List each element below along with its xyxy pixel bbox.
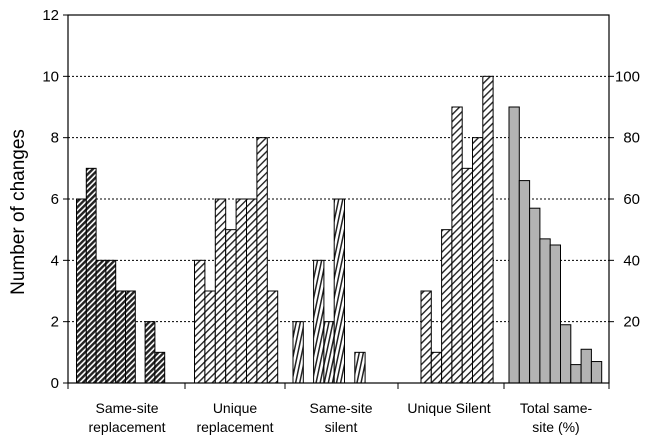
- bar: [313, 259, 325, 384]
- category-label-line: Unique: [213, 400, 258, 416]
- bar: [461, 167, 474, 384]
- axes: [63, 14, 614, 389]
- y-tick-label: 8: [51, 130, 59, 147]
- category-label-line: Total same-: [520, 400, 593, 416]
- bar: [549, 244, 562, 384]
- bar: [570, 364, 582, 384]
- bar: [354, 351, 366, 384]
- bar: [430, 351, 443, 384]
- tick-labels: 0 2 4 6 8 10 12 20 40 60 80 100 Same-site replacement…: [42, 7, 640, 435]
- bar: [204, 290, 216, 384]
- bar: [194, 259, 206, 384]
- bar: [451, 106, 463, 384]
- y2-tick-label: 60: [623, 191, 640, 208]
- bar: [560, 324, 572, 384]
- category-label: Unique replacement: [196, 400, 273, 435]
- category-label-line: Same-site: [95, 400, 158, 416]
- category-label-line: replacement: [88, 419, 165, 435]
- bar: [539, 238, 551, 384]
- y-tick-label: 0: [51, 375, 59, 392]
- y-tick-label: 6: [51, 191, 59, 208]
- y2-tick-label: 100: [615, 68, 640, 85]
- bar: [214, 198, 227, 384]
- y-tick-label: 2: [51, 314, 59, 331]
- y2-tick-label: 40: [623, 252, 640, 269]
- bar: [441, 229, 453, 384]
- y-tick-label: 10: [42, 68, 59, 85]
- y-tick-label: 12: [42, 7, 59, 24]
- bar: [246, 198, 258, 384]
- bar: [144, 321, 156, 384]
- bar: [518, 180, 531, 384]
- bar: [420, 290, 432, 384]
- bar: [256, 137, 268, 384]
- category-label-line: site (%): [532, 419, 579, 435]
- y-tick-label: 4: [51, 252, 59, 269]
- y2-tick-label: 20: [623, 314, 640, 331]
- category-label-line: silent: [325, 419, 358, 435]
- y2-tick-label: 80: [623, 130, 640, 147]
- bar: [323, 321, 335, 384]
- bar: [333, 198, 346, 384]
- bar: [482, 75, 494, 384]
- bar: [125, 290, 136, 384]
- bar: [472, 137, 484, 384]
- category-label: Same-site replacement: [88, 400, 165, 435]
- bar: [95, 259, 107, 384]
- category-label-line: Same-site: [309, 400, 372, 416]
- bar: [508, 106, 520, 384]
- category-label: Unique Silent: [407, 400, 490, 416]
- category-label: Total same-site (%): [520, 400, 593, 435]
- category-label-line: replacement: [196, 419, 273, 435]
- bars: [76, 75, 603, 384]
- bar: [85, 167, 97, 384]
- bar: [580, 348, 592, 384]
- category-label-line: Unique Silent: [407, 400, 490, 416]
- bar: [590, 361, 603, 384]
- bar: [76, 198, 87, 384]
- bar: [115, 290, 126, 384]
- category-label: Same-site silent: [309, 400, 372, 435]
- bar: [529, 207, 541, 384]
- bar: [105, 259, 117, 384]
- bar: [154, 351, 166, 384]
- bar: [266, 290, 279, 384]
- bar: [235, 198, 248, 384]
- y-axis-title: Number of changes: [8, 129, 29, 295]
- bar: [292, 321, 304, 384]
- bar: [225, 229, 237, 384]
